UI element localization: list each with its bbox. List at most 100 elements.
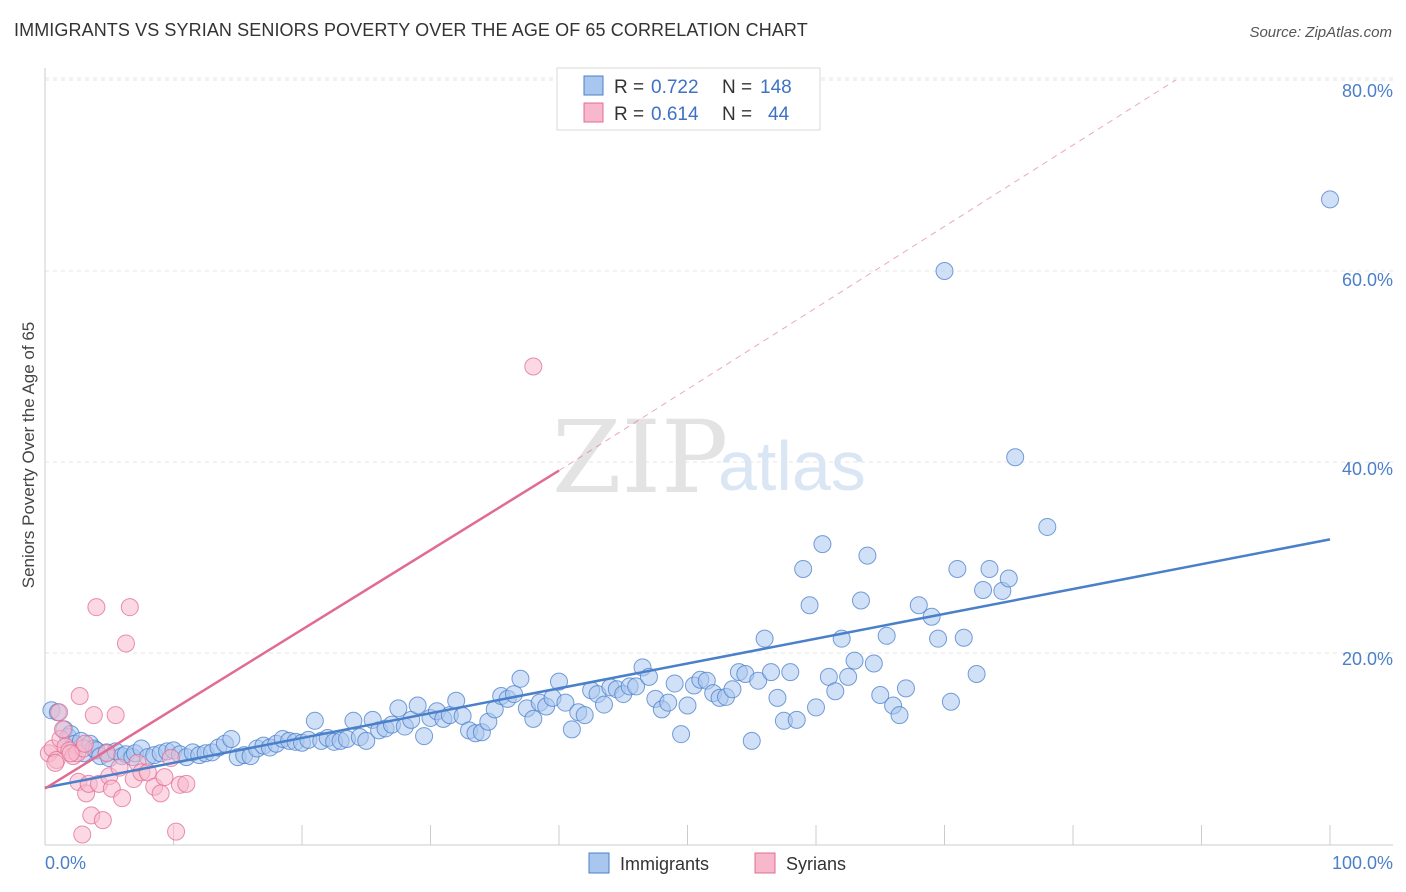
- point-immigrants: [1006, 448, 1025, 467]
- point-immigrants: [896, 679, 915, 698]
- data-points: [39, 190, 1339, 844]
- point-syrians: [177, 774, 196, 793]
- point-immigrants: [768, 688, 787, 707]
- legend-swatch-syrians: [583, 102, 604, 123]
- point-syrians: [106, 706, 125, 725]
- point-immigrants: [389, 699, 408, 718]
- point-immigrants: [839, 667, 858, 686]
- point-immigrants: [864, 654, 883, 673]
- y-axis-label: Seniors Poverty Over the Age of 65: [19, 322, 38, 588]
- watermark: ZIP atlas: [552, 399, 866, 516]
- point-immigrants: [800, 596, 819, 615]
- point-syrians: [61, 744, 80, 763]
- point-immigrants: [222, 729, 241, 748]
- point-syrians: [167, 822, 186, 841]
- point-immigrants: [909, 596, 928, 615]
- legend-r-syrians: 0.614: [651, 104, 699, 125]
- point-syrians: [116, 634, 135, 653]
- point-syrians: [73, 825, 92, 844]
- bottom-legend-label-syrians: Syrians: [786, 854, 846, 874]
- point-immigrants: [929, 629, 948, 648]
- point-immigrants: [575, 706, 594, 725]
- bottom-legend-swatch-immigrants: [588, 852, 610, 874]
- y-tick-labels: 20.0% 40.0% 60.0% 80.0%: [1342, 81, 1393, 669]
- point-syrians: [75, 734, 94, 753]
- point-immigrants: [357, 731, 376, 750]
- point-immigrants: [877, 626, 896, 645]
- chart-source: Source: ZipAtlas.com: [1249, 24, 1392, 41]
- point-syrians: [70, 686, 89, 705]
- point-immigrants: [813, 535, 832, 554]
- point-immigrants: [941, 692, 960, 711]
- point-immigrants: [550, 672, 568, 691]
- point-immigrants: [408, 696, 427, 715]
- y-tick-label: 80.0%: [1342, 81, 1393, 101]
- point-immigrants: [807, 698, 825, 717]
- point-immigrants: [967, 665, 986, 684]
- trend-lines: [44, 79, 1331, 790]
- point-syrians: [50, 703, 69, 722]
- x-tick-labels: 0.0% 100.0%: [45, 853, 1393, 873]
- point-syrians: [524, 357, 543, 376]
- chart-title: IMMIGRANTS VS SYRIAN SENIORS POVERTY OVE…: [14, 20, 808, 40]
- point-immigrants: [890, 706, 909, 725]
- trend-line-syrians-extension: [558, 79, 1177, 472]
- y-tick-label: 20.0%: [1342, 649, 1393, 669]
- point-immigrants: [562, 720, 581, 739]
- watermark-atlas: atlas: [718, 427, 866, 505]
- point-immigrants: [858, 546, 877, 565]
- legend-n-immigrants: 148: [760, 77, 792, 98]
- series-legend: Immigrants Syrians: [588, 852, 846, 874]
- bottom-legend-swatch-syrians: [754, 852, 776, 874]
- x-tick-label-start: 0.0%: [45, 853, 86, 873]
- point-immigrants: [845, 651, 864, 670]
- point-immigrants: [524, 709, 543, 728]
- point-syrians: [84, 706, 103, 725]
- point-immigrants: [781, 663, 800, 682]
- legend-n-label-syrians: N =: [722, 104, 752, 125]
- y-tick-label: 60.0%: [1342, 270, 1393, 290]
- legend-r-label-immigrants: R =: [614, 77, 644, 98]
- point-immigrants: [954, 628, 973, 647]
- point-immigrants: [999, 569, 1018, 588]
- point-syrians: [93, 811, 112, 830]
- legend-r-label-syrians: R =: [614, 104, 644, 125]
- point-immigrants: [980, 559, 999, 578]
- point-syrians: [46, 753, 65, 772]
- point-immigrants: [415, 727, 434, 746]
- legend-r-immigrants: 0.722: [651, 77, 699, 98]
- point-immigrants: [974, 580, 993, 599]
- point-immigrants: [794, 559, 813, 578]
- trend-line-immigrants: [44, 538, 1331, 789]
- point-immigrants: [723, 680, 742, 699]
- x-tick-label-end: 100.0%: [1332, 853, 1393, 873]
- point-syrians: [120, 598, 139, 617]
- point-syrians: [113, 789, 132, 808]
- point-immigrants: [627, 677, 646, 696]
- point-immigrants: [672, 725, 691, 744]
- point-syrians: [87, 598, 106, 617]
- point-immigrants: [678, 696, 697, 715]
- point-immigrants: [511, 669, 530, 688]
- point-immigrants: [1038, 517, 1057, 536]
- point-immigrants: [505, 685, 524, 704]
- point-syrians: [53, 720, 72, 739]
- y-tick-label: 40.0%: [1342, 459, 1393, 479]
- point-immigrants: [594, 695, 613, 714]
- point-immigrants: [749, 671, 768, 690]
- point-syrians: [151, 784, 170, 803]
- point-immigrants: [755, 629, 774, 648]
- point-immigrants: [762, 663, 781, 682]
- point-immigrants: [742, 731, 761, 750]
- stats-legend: R = 0.722 N = 148 R = 0.614 N = 44: [556, 67, 821, 131]
- watermark-zip: ZIP: [552, 399, 728, 516]
- point-syrians: [155, 768, 174, 787]
- point-immigrants: [665, 674, 684, 693]
- point-immigrants: [871, 686, 890, 705]
- bottom-legend-label-immigrants: Immigrants: [620, 854, 709, 874]
- trend-line-syrians: [44, 469, 560, 790]
- point-immigrants: [948, 559, 967, 578]
- point-immigrants: [1321, 190, 1339, 209]
- point-immigrants: [787, 710, 806, 729]
